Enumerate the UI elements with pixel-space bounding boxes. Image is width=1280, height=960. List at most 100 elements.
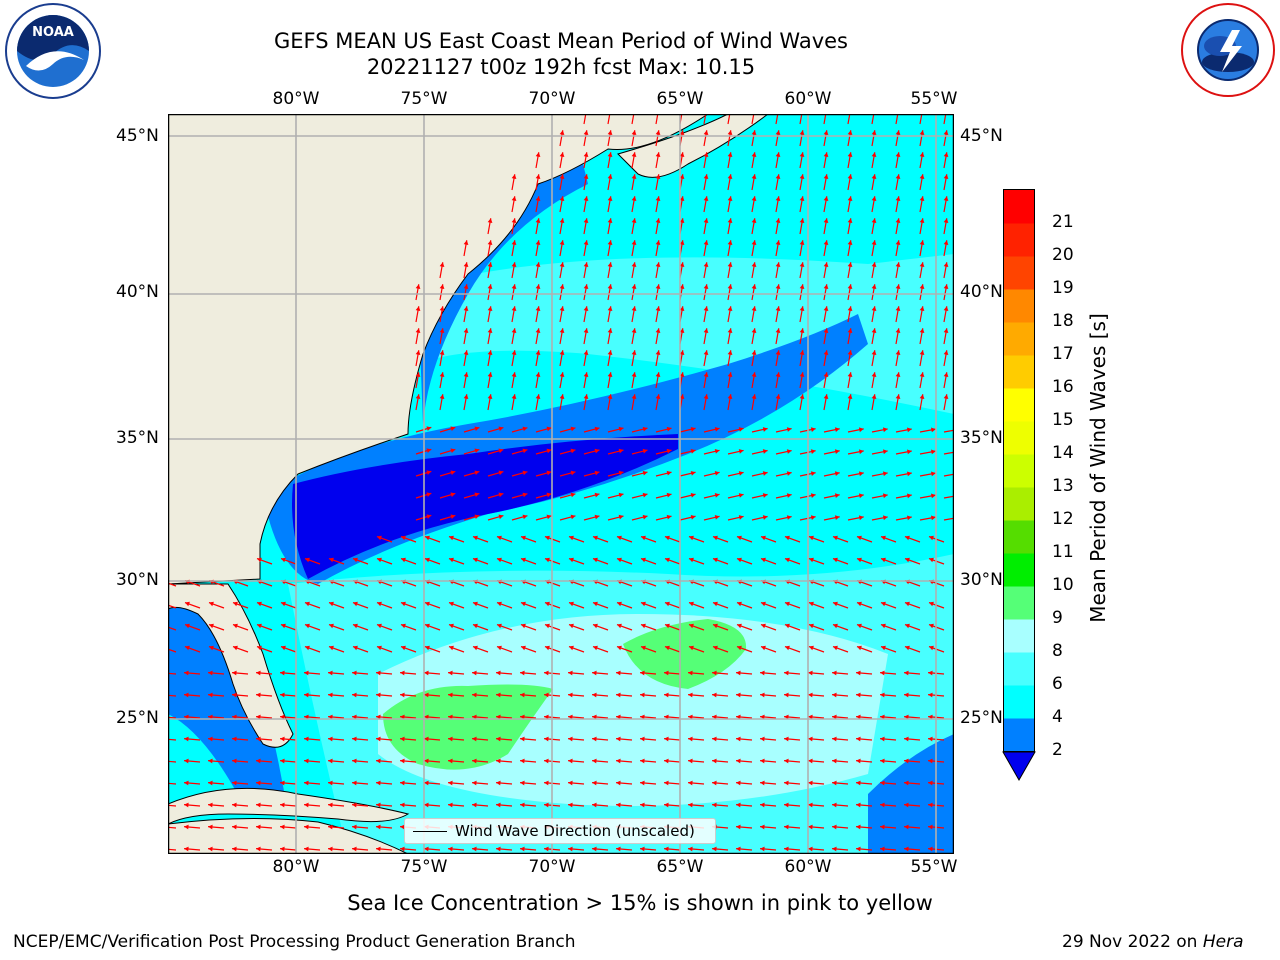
wave-direction-arrowhead xyxy=(544,601,550,607)
wave-direction-arrow xyxy=(703,114,707,125)
wave-direction-arrowhead xyxy=(472,645,478,651)
wave-direction-arrowhead xyxy=(448,692,453,698)
wave-direction-arrowhead xyxy=(439,262,445,267)
wave-direction-arrowhead xyxy=(895,218,901,223)
wave-direction-arrowhead xyxy=(775,372,781,377)
wave-direction-arrowhead xyxy=(871,306,877,311)
wave-direction-arrowhead xyxy=(679,240,685,245)
wave-direction-arrowhead xyxy=(810,471,816,476)
wave-direction-arrowhead xyxy=(583,350,589,355)
wave-direction-arrowhead xyxy=(546,426,552,432)
colorbar-tick-label: 8 xyxy=(1052,641,1063,661)
wave-direction-arrowhead xyxy=(607,262,613,267)
wave-direction-arrowhead xyxy=(799,394,805,399)
period-band-2-4-florida xyxy=(168,584,288,814)
colorbar-tick-label: 14 xyxy=(1052,443,1074,463)
wave-direction-arrowhead xyxy=(232,846,237,852)
colorbar-tick-label: 9 xyxy=(1052,608,1063,628)
wave-direction-arrowhead xyxy=(736,535,742,541)
wave-direction-arrowhead xyxy=(738,427,744,432)
wave-direction-arrowhead xyxy=(631,306,637,311)
lon-label-top-65w: 65°W xyxy=(656,89,704,109)
colorbar-segment xyxy=(1004,520,1034,554)
wave-direction-arrowhead xyxy=(448,736,453,742)
wave-direction-arrowhead xyxy=(415,350,421,355)
wave-direction-arrowhead xyxy=(352,780,357,786)
wave-direction-arrowhead xyxy=(688,670,693,676)
lat-label-right-40n: 40°N xyxy=(960,282,1003,302)
wave-direction-arrowhead xyxy=(655,218,661,223)
wave-direction-arrowhead xyxy=(415,284,421,289)
wave-direction-arrowhead xyxy=(304,714,309,720)
wave-direction-arrowhead xyxy=(775,130,781,135)
land-hispaniola xyxy=(168,817,409,854)
wave-direction-arrowhead xyxy=(799,372,805,377)
wave-direction-arrowhead xyxy=(463,262,469,267)
wave-direction-arrowhead xyxy=(856,601,862,607)
wave-direction-arrowhead xyxy=(784,535,790,541)
wave-direction-arrowhead xyxy=(376,802,381,808)
wave-direction-arrowhead xyxy=(688,780,693,786)
wave-direction-arrowhead xyxy=(280,692,285,698)
wave-direction-arrowhead xyxy=(808,802,813,808)
wave-direction-arrowhead xyxy=(424,557,430,563)
wave-direction-arrowhead xyxy=(834,449,840,455)
wave-direction-arrowhead xyxy=(232,780,237,786)
wave-direction-arrowhead xyxy=(784,645,790,651)
wave-direction-arrowhead xyxy=(751,306,757,311)
wave-direction-arrowhead xyxy=(463,240,469,245)
wave-direction-arrowhead xyxy=(762,427,768,432)
wave-direction-arrowhead xyxy=(904,535,910,541)
wave-direction-arrowhead xyxy=(882,515,888,521)
wave-direction-arrowhead xyxy=(655,372,661,377)
wave-direction-arrowhead xyxy=(786,471,792,476)
wave-direction-arrowhead xyxy=(474,426,480,432)
wave-direction-arrowhead xyxy=(618,514,624,520)
wave-direction-arrowhead xyxy=(856,535,862,541)
wave-direction-arrowhead xyxy=(664,535,670,541)
wave-direction-arrowhead xyxy=(607,130,613,135)
colorbar-segment xyxy=(1004,355,1034,389)
wave-direction-arrowhead xyxy=(544,780,549,786)
wave-direction-arrowhead xyxy=(799,306,805,311)
wave-direction-arrowhead xyxy=(786,427,792,432)
wave-direction-arrowhead xyxy=(616,623,622,629)
wave-direction-arrowhead xyxy=(280,670,285,676)
wave-direction-arrowhead xyxy=(810,493,816,498)
wave-direction-arrowhead xyxy=(823,328,829,333)
wave-direction-arrow xyxy=(727,114,731,125)
lon-label-bottom-55w: 55°W xyxy=(910,857,958,877)
wave-direction-arrowhead xyxy=(498,470,504,476)
wave-direction-arrowhead xyxy=(727,394,733,399)
wave-direction-arrowhead xyxy=(679,262,685,267)
wave-direction-arrowhead xyxy=(448,846,453,852)
wave-direction-arrowhead xyxy=(856,736,861,742)
wave-direction-arrowhead xyxy=(535,196,541,201)
wave-direction-arrowhead xyxy=(712,780,717,786)
wave-direction-arrowhead xyxy=(592,535,598,541)
wave-direction-arrowhead xyxy=(616,736,621,742)
lat-label-left-35n: 35°N xyxy=(116,428,159,448)
wave-direction-arrowhead xyxy=(856,780,861,786)
wave-direction-arrowhead xyxy=(703,262,709,267)
land-northeast xyxy=(168,114,709,585)
wave-direction-arrowhead xyxy=(823,174,829,179)
wave-direction-arrowhead xyxy=(858,515,864,521)
wave-direction-arrowhead xyxy=(424,623,430,629)
wave-direction-arrowhead xyxy=(594,426,600,432)
wave-direction-arrowhead xyxy=(664,780,669,786)
wave-direction-arrowhead xyxy=(810,427,816,432)
wave-direction-arrowhead xyxy=(184,780,189,786)
wave-direction-arrowhead xyxy=(751,262,757,267)
wave-direction-arrowhead xyxy=(448,670,453,676)
wave-direction-arrowhead xyxy=(496,535,502,541)
wave-direction-arrowhead xyxy=(511,394,517,399)
wave-direction-arrowhead xyxy=(328,802,333,808)
wave-direction-arrowhead xyxy=(607,394,613,399)
wave-direction-arrowhead xyxy=(520,802,525,808)
wave-direction-arrowhead xyxy=(400,802,405,808)
colorbar-tick-label: 13 xyxy=(1052,476,1074,496)
wave-direction-arrowhead xyxy=(738,471,744,476)
wave-direction-arrowhead xyxy=(544,692,549,698)
wave-direction-arrowhead xyxy=(592,601,598,607)
